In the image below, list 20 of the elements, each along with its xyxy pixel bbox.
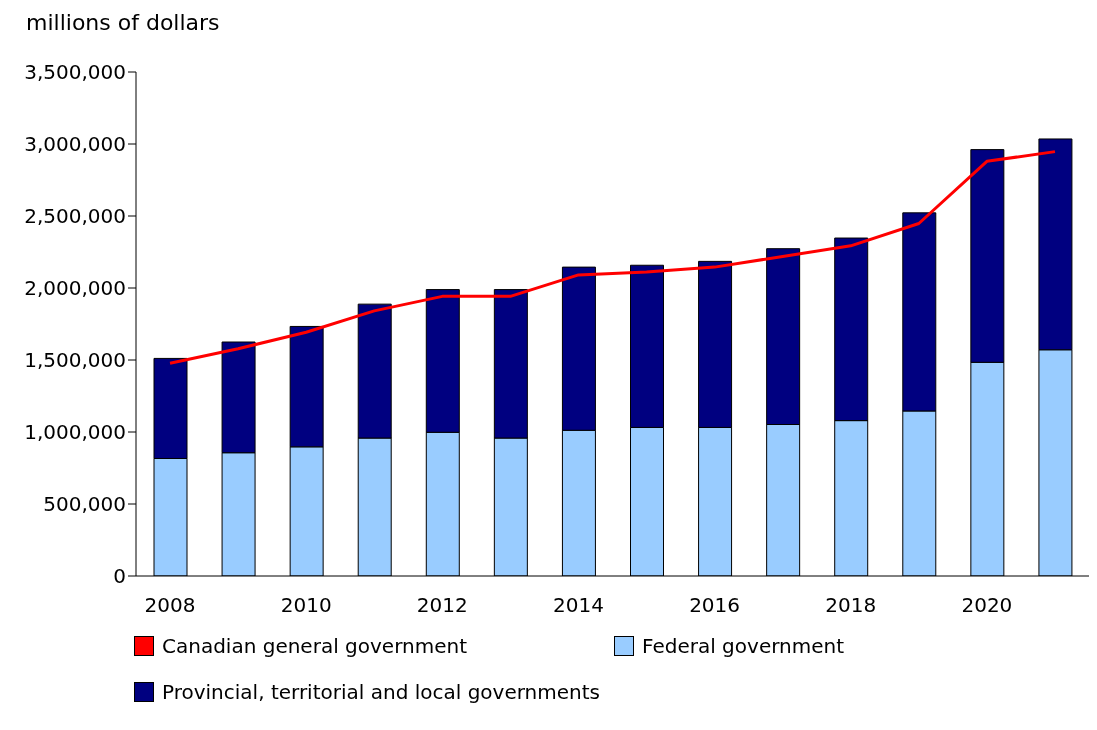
x-tick-label: 2016 xyxy=(689,593,741,618)
y-tick-label: 500,000 xyxy=(43,492,126,517)
y-tick-label: 2,500,000 xyxy=(24,204,126,229)
y-axis-title: millions of dollars xyxy=(25,9,221,37)
y-tick-label: 3,000,000 xyxy=(24,132,126,157)
legend-label: Provincial, territorial and local governments xyxy=(162,680,600,704)
x-tick-label: 2020 xyxy=(961,593,1013,618)
legend-label: Canadian general government xyxy=(162,634,467,658)
line-series xyxy=(168,150,1057,365)
x-tick-label: 2012 xyxy=(416,593,468,618)
x-tick-label: 2010 xyxy=(280,593,332,618)
y-tick-label: 2,000,000 xyxy=(24,276,126,301)
y-tick-label: 0 xyxy=(113,564,126,589)
x-tick-label: 2018 xyxy=(825,593,877,618)
y-tick-label: 1,500,000 xyxy=(24,348,126,373)
legend-label: Federal government xyxy=(642,634,845,658)
x-tick-label: 2014 xyxy=(553,593,604,618)
y-tick-label: 1,000,000 xyxy=(24,420,126,445)
x-tick-label: 2008 xyxy=(144,593,196,618)
y-tick-label: 3,500,000 xyxy=(24,60,126,85)
